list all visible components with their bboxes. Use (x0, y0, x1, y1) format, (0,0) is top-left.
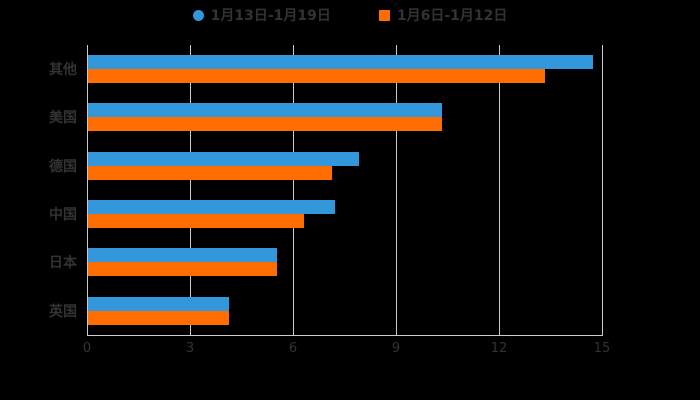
gridline-x-15 (602, 45, 603, 335)
category-label: 德国 (49, 158, 77, 175)
gridline-x-3 (190, 45, 191, 335)
category-label: 日本 (49, 255, 77, 272)
bar-series-0-category-1 (88, 103, 442, 118)
bar-rows (88, 45, 603, 335)
x-tick-label: 12 (490, 341, 508, 356)
category-label: 英国 (49, 303, 77, 320)
x-tick-label: 9 (391, 341, 401, 356)
x-axis-tick-labels: 0 3 6 9 12 15 (83, 341, 610, 357)
bar-series-0-category-4 (88, 248, 277, 263)
x-tick-label: 0 (82, 341, 92, 356)
y-axis-category-labels: 其他美国德国中国日本英国 (0, 45, 87, 335)
legend-item-series-0[interactable]: 1月13日-1月19日 (192, 5, 331, 25)
plot-area (87, 45, 603, 336)
x-tick-label: 3 (185, 341, 195, 356)
bar-series-1-category-1 (88, 117, 442, 132)
category-label: 其他 (49, 62, 77, 79)
gridline-x-9 (396, 45, 397, 335)
bar-series-1-category-0 (88, 69, 545, 84)
category-label: 中国 (49, 207, 77, 224)
legend-item-series-1[interactable]: 1月6日-1月12日 (378, 5, 508, 25)
bar-series-0-category-3 (88, 200, 336, 215)
legend-marker-square-icon (378, 9, 390, 21)
bar-row-0 (88, 45, 603, 93)
legend-label: 1月6日-1月12日 (396, 8, 508, 24)
x-tick-label: 6 (288, 341, 298, 356)
legend-label: 1月13日-1月19日 (210, 8, 331, 24)
bar-series-0-category-2 (88, 151, 360, 166)
bar-series-1-category-3 (88, 214, 305, 229)
bar-series-1-category-2 (88, 165, 332, 180)
bar-row-4 (88, 238, 603, 286)
gridline-x-12 (499, 45, 500, 335)
bar-row-5 (88, 287, 603, 335)
bar-row-1 (88, 93, 603, 141)
chart-legend: 1月13日-1月19日 1月6日-1月12日 (0, 5, 700, 25)
bar-series-0-category-0 (88, 55, 593, 70)
legend-marker-circle-icon (192, 9, 204, 21)
gridline-x-6 (293, 45, 294, 335)
bar-series-0-category-5 (88, 296, 229, 311)
bar-series-1-category-5 (88, 310, 229, 325)
bar-row-3 (88, 190, 603, 238)
category-label: 美国 (49, 110, 77, 127)
bar-series-1-category-4 (88, 262, 277, 277)
x-tick-label: 15 (593, 341, 611, 356)
bar-row-2 (88, 142, 603, 190)
